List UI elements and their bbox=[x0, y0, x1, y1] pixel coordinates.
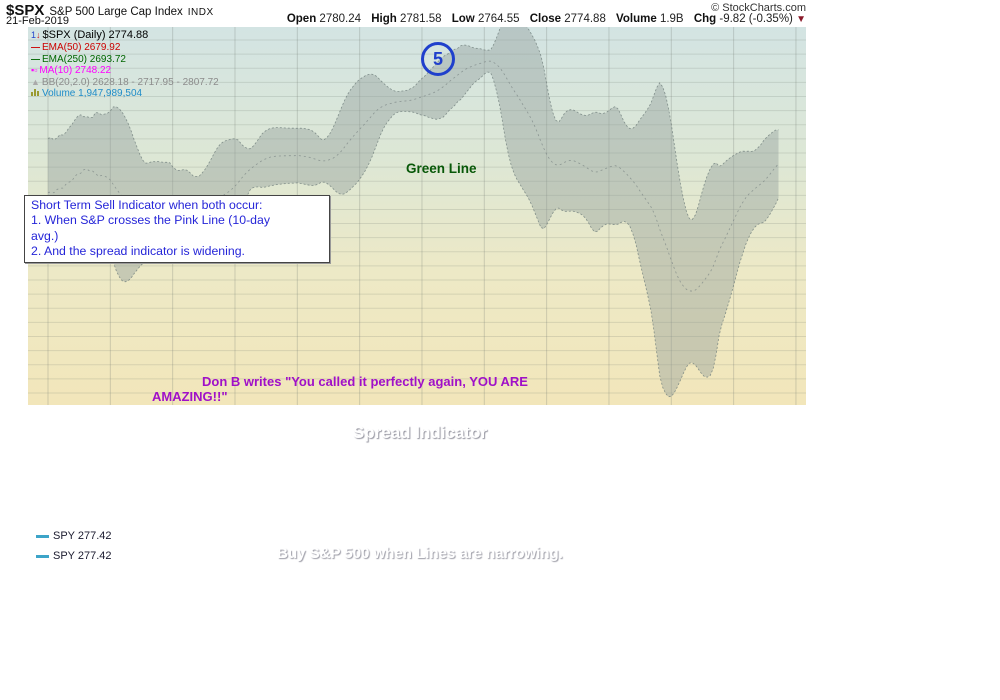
chg-label: Chg bbox=[693, 13, 717, 25]
bollinger-band-icon: ▲ bbox=[31, 76, 40, 87]
spy-legend-top: SPY 277.42 bbox=[36, 530, 112, 542]
volume-label: Volume bbox=[616, 13, 657, 25]
sell-indicator-note: Short Term Sell Indicator when both occu… bbox=[24, 195, 330, 263]
high-value: 2781.58 bbox=[399, 13, 442, 25]
legend-bb: BB(20,2.0) 2628.18 - 2717.95 - 2807.72 bbox=[41, 76, 219, 88]
chart-type-icon: 1↓ bbox=[31, 30, 41, 40]
close-value: 2774.88 bbox=[564, 13, 606, 25]
high-label: High bbox=[371, 13, 397, 25]
legend-ema50: EMA(50) 2679.92 bbox=[42, 42, 121, 53]
symbol: $SPX bbox=[6, 2, 45, 19]
donb-quote-line1: Don B writes "You called it perfectly ag… bbox=[202, 374, 528, 389]
stockcharts-credit: © StockCharts.com bbox=[711, 2, 806, 14]
legend-volume: Volume 1,947,989,504 bbox=[42, 88, 143, 99]
index-name: S&P 500 Large Cap Index bbox=[49, 6, 183, 18]
chart-date: 21-Feb-2019 bbox=[6, 15, 69, 27]
chg-value: -9.82 (-0.35%) bbox=[719, 13, 793, 25]
spy-line-icon bbox=[36, 554, 49, 558]
volume-value: 1.9B bbox=[659, 13, 684, 25]
open-label: Open bbox=[286, 13, 317, 25]
legend-spx: $SPX (Daily) 2774.88 bbox=[42, 29, 149, 41]
spy-line-icon bbox=[36, 534, 49, 538]
sell-note-line: 1. When S&P crosses the Pink Line (10-da… bbox=[31, 213, 271, 228]
sell-note-line: avg.) bbox=[31, 228, 59, 243]
ema50-line-icon: — bbox=[31, 42, 40, 52]
open-value: 2780.24 bbox=[319, 13, 361, 25]
spy-legend-bottom: SPY 277.42 bbox=[36, 550, 112, 562]
buy-note: Buy S&P 500 when Lines are narrowing. bbox=[277, 545, 563, 562]
spread-indicator-title: Spread Indicator bbox=[352, 423, 488, 442]
chart-legend: 1↓ $SPX (Daily) 2774.88 — EMA(50) 2679.92 … bbox=[31, 29, 219, 100]
main-grid bbox=[28, 27, 806, 405]
sell-note-line: Short Term Sell Indicator when both occu… bbox=[31, 198, 263, 212]
ema250-line-icon: — bbox=[31, 53, 40, 64]
legend-ema250: EMA(250) 2693.72 bbox=[42, 53, 126, 65]
low-label: Low bbox=[451, 13, 475, 25]
close-label: Close bbox=[529, 13, 562, 25]
exchange: INDX bbox=[187, 7, 214, 18]
sell-note-line: 2. And the spread indicator is widening. bbox=[31, 244, 245, 259]
circled-5-annotation: 5 bbox=[421, 42, 455, 76]
legend-ma10: MA(10) 2748.22 bbox=[39, 65, 112, 76]
donb-quote-line2: AMAZING!!" bbox=[152, 389, 228, 404]
chg-down-icon: ▼ bbox=[796, 14, 806, 25]
low-value: 2764.55 bbox=[477, 13, 520, 25]
green-line-label: Green Line bbox=[406, 161, 477, 176]
volume-bars-icon bbox=[31, 88, 40, 99]
quote-row: Open 2780.24 High 2781.58 Low 2764.55 Cl… bbox=[280, 13, 806, 25]
ma10-dots-icon: ▪▫ bbox=[31, 65, 38, 75]
chart-title-row: $SPX S&P 500 Large Cap Index INDX bbox=[6, 2, 214, 20]
